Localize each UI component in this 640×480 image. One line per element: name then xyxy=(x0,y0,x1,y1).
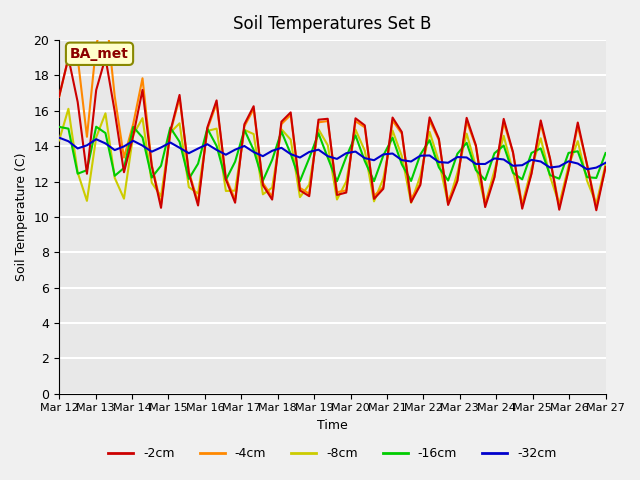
Legend: -2cm, -4cm, -8cm, -16cm, -32cm: -2cm, -4cm, -8cm, -16cm, -32cm xyxy=(103,442,561,465)
Y-axis label: Soil Temperature (C): Soil Temperature (C) xyxy=(15,153,28,281)
Text: BA_met: BA_met xyxy=(70,47,129,61)
Title: Soil Temperatures Set B: Soil Temperatures Set B xyxy=(233,15,431,33)
X-axis label: Time: Time xyxy=(317,419,348,432)
